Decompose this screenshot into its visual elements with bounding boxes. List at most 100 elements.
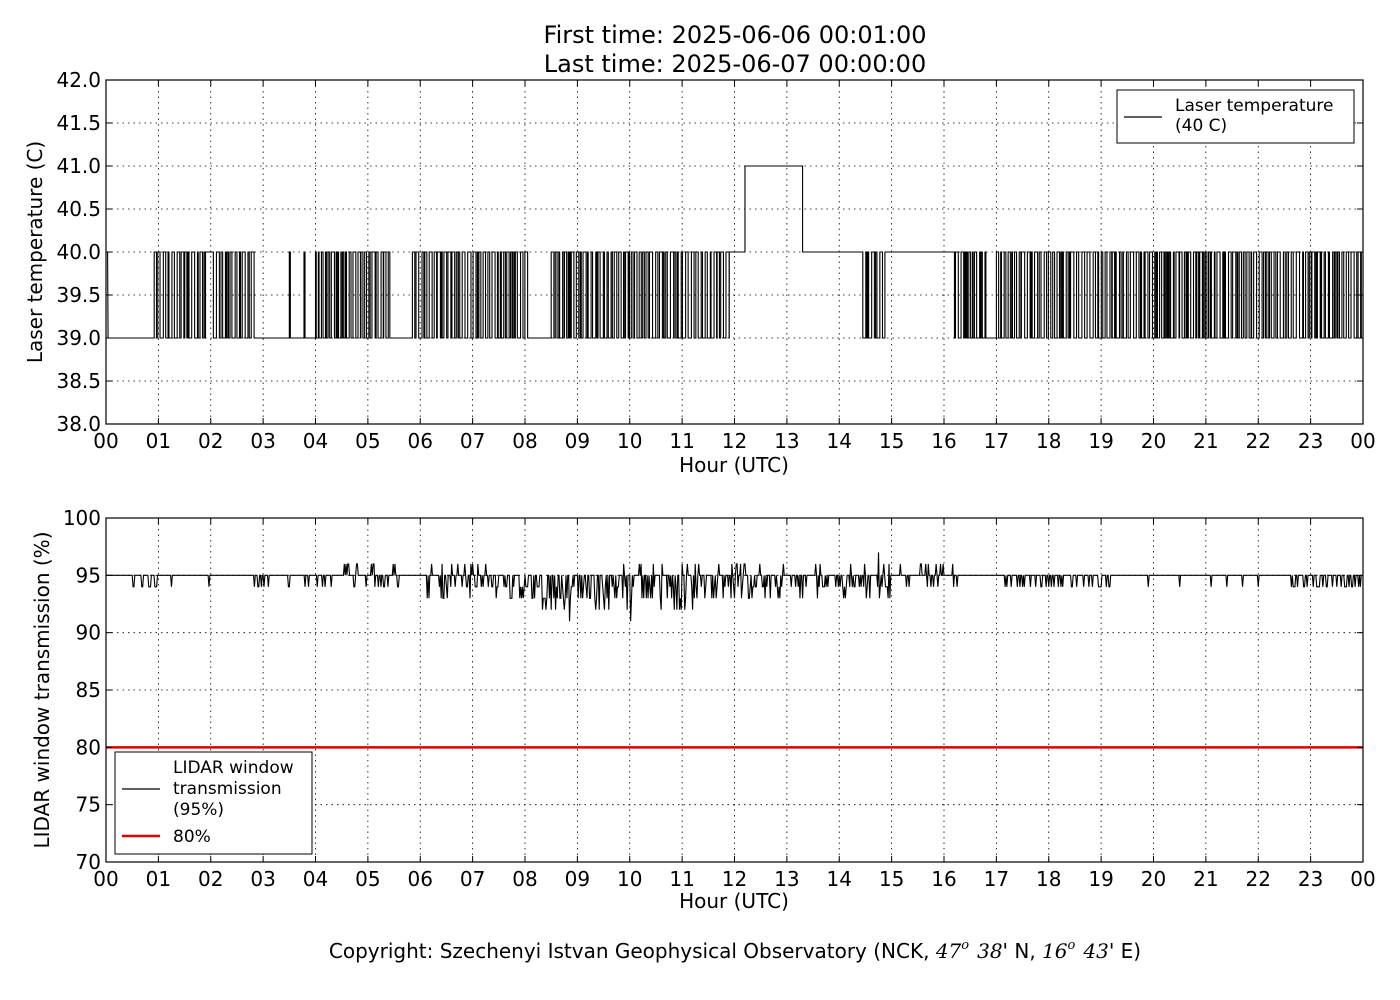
lidar-transmission-x-tick-label: 00: [93, 867, 118, 891]
laser-temperature-y-tick-label: 40.5: [56, 197, 101, 221]
lidar-transmission-y-tick-label: 85: [76, 678, 101, 702]
laser-temperature-x-tick-label: 02: [198, 429, 223, 453]
laser-temperature-x-tick-label: 14: [827, 429, 852, 453]
laser-temperature-x-tick-label: 16: [931, 429, 956, 453]
laser-temperature-x-tick-label: 17: [984, 429, 1009, 453]
title-line-1: First time: 2025-06-06 00:01:00: [544, 21, 927, 49]
lidar-transmission-x-tick-label: 02: [198, 867, 223, 891]
lidar-transmission-grid: [106, 518, 1363, 862]
laser-temperature-x-tick-label: 00: [93, 429, 118, 453]
latitude-suffix: ' N,: [1003, 939, 1043, 963]
lidar-transmission-x-tick-label: 09: [565, 867, 590, 891]
laser-temperature-x-tick-label: 05: [355, 429, 380, 453]
laser-temperature-y-tick-label: 39.5: [56, 283, 101, 307]
lidar-transmission-x-tick-label: 14: [827, 867, 852, 891]
lidar-transmission-legend-label-line-2: transmission: [173, 779, 282, 799]
lidar-transmission-x-tick-label: 17: [984, 867, 1009, 891]
laser-temperature-ticks: 00 01 02 03 04 05 06 07 08 09 10 11 12 13 14 15 16 17 18 19…: [56, 68, 1375, 453]
copyright-footer: Copyright: Szechenyi Istvan Geophysical …: [329, 938, 1141, 963]
copyright-prefix: Copyright: Szechenyi Istvan Geophysical …: [329, 939, 936, 963]
longitude-suffix: ' E): [1109, 939, 1141, 963]
laser-temperature-series: [107, 165, 1363, 339]
laser-temperature-y-tick-label: 40.0: [56, 240, 101, 264]
longitude-degree-mark: o: [1068, 938, 1076, 953]
laser-temperature-x-tick-label: 15: [879, 429, 904, 453]
lidar-transmission-x-tick-label: 20: [1141, 867, 1166, 891]
lidar-transmission-x-tick-label: 19: [1088, 867, 1113, 891]
lidar-transmission-y-tick-label: 90: [76, 621, 101, 645]
lidar-transmission-x-tick-label: 11: [669, 867, 694, 891]
laser-temperature-panel: 00 01 02 03 04 05 06 07 08 09 10 11 12 13 14 15 16 17 18 19…: [23, 68, 1376, 477]
laser-temperature-x-tick-label: 09: [565, 429, 590, 453]
lidar-transmission-x-axis-label: Hour (UTC): [679, 889, 789, 913]
lidar-transmission-x-tick-label: 05: [355, 867, 380, 891]
laser-temperature-x-axis-label: Hour (UTC): [679, 453, 789, 477]
lidar-transmission-legend: LIDAR window transmission (95%) 80%: [114, 751, 313, 855]
lidar-transmission-line: [106, 552, 1363, 622]
threshold-80-legend-label: 80%: [173, 827, 211, 847]
laser-temperature-y-tick-label: 38.0: [56, 412, 101, 436]
lidar-transmission-ticks: 00 01 02 03 04 05 06 07 08 09 10 11 12 13 14 15 16 17 18 19…: [63, 506, 1376, 891]
laser-temperature-y-tick-label: 38.5: [56, 369, 101, 393]
longitude-minutes: 43: [1082, 939, 1108, 963]
lidar-transmission-x-tick-label: 08: [512, 867, 537, 891]
longitude-degrees: 16: [1042, 939, 1068, 963]
laser-temperature-x-tick-label: 11: [669, 429, 694, 453]
laser-temperature-x-tick-label: 13: [774, 429, 799, 453]
lidar-transmission-x-tick-label: 21: [1193, 867, 1218, 891]
laser-temperature-y-tick-label: 41.0: [56, 154, 101, 178]
lidar-transmission-x-tick-label: 06: [408, 867, 433, 891]
laser-temperature-legend: Laser temperature (40 C): [1116, 89, 1355, 144]
laser-temperature-y-axis-label: Laser temperature (C): [23, 141, 47, 363]
lidar-transmission-x-tick-label: 23: [1298, 867, 1323, 891]
laser-temperature-x-tick-label: 03: [250, 429, 275, 453]
lidar-transmission-y-tick-label: 70: [76, 850, 101, 874]
laser-temperature-x-tick-label: 10: [617, 429, 642, 453]
lidar-transmission-legend-label-line-3: (95%): [173, 800, 224, 820]
lidar-transmission-x-tick-label: 12: [722, 867, 747, 891]
lidar-transmission-y-tick-label: 100: [63, 506, 101, 530]
laser-temperature-x-tick-label: 06: [408, 429, 433, 453]
laser-temperature-x-tick-label: 00: [1350, 429, 1375, 453]
laser-temperature-x-tick-label: 07: [460, 429, 485, 453]
lidar-transmission-x-tick-label: 04: [303, 867, 328, 891]
laser-temperature-x-tick-label: 04: [303, 429, 328, 453]
lidar-transmission-x-tick-label: 13: [774, 867, 799, 891]
lidar-transmission-x-tick-label: 18: [1036, 867, 1061, 891]
laser-temperature-line: [107, 165, 1363, 339]
laser-temperature-y-tick-label: 42.0: [56, 68, 101, 92]
lidar-transmission-y-tick-label: 75: [76, 793, 101, 817]
lidar-transmission-x-tick-label: 16: [931, 867, 956, 891]
laser-temperature-x-tick-label: 12: [722, 429, 747, 453]
lidar-transmission-x-tick-label: 22: [1246, 867, 1271, 891]
lidar-transmission-x-tick-label: 10: [617, 867, 642, 891]
latitude-degrees: 47: [935, 939, 962, 963]
lidar-transmission-x-tick-label: 03: [250, 867, 275, 891]
laser-temperature-x-tick-label: 22: [1246, 429, 1271, 453]
latitude-degree-mark: o: [961, 938, 969, 953]
latitude-minutes: 38: [977, 939, 1002, 963]
laser-temperature-x-tick-label: 08: [512, 429, 537, 453]
lidar-transmission-y-tick-label: 95: [76, 563, 101, 587]
lidar-transmission-x-tick-label: 00: [1350, 867, 1375, 891]
laser-temperature-y-tick-label: 39.0: [56, 326, 101, 350]
title-line-2: Last time: 2025-06-07 00:00:00: [544, 50, 926, 78]
laser-temperature-x-tick-label: 23: [1298, 429, 1323, 453]
lidar-transmission-x-tick-label: 01: [146, 867, 171, 891]
lidar-transmission-series: [106, 552, 1363, 749]
laser-temperature-x-tick-label: 20: [1141, 429, 1166, 453]
lidar-transmission-y-tick-label: 80: [76, 735, 101, 759]
lidar-transmission-legend-label-line-1: LIDAR window: [173, 758, 294, 778]
laser-temperature-legend-label-line-2: (40 C): [1175, 116, 1227, 136]
laser-temperature-x-tick-label: 01: [146, 429, 171, 453]
laser-temperature-legend-label-line-1: Laser temperature: [1175, 96, 1333, 116]
lidar-transmission-y-axis-label: LIDAR window transmission (%): [30, 532, 54, 849]
laser-temperature-x-tick-label: 18: [1036, 429, 1061, 453]
lidar-transmission-x-tick-label: 15: [879, 867, 904, 891]
lidar-transmission-x-tick-label: 07: [460, 867, 485, 891]
laser-temperature-x-tick-label: 21: [1193, 429, 1218, 453]
lidar-transmission-panel: 00 01 02 03 04 05 06 07 08 09 10 11 12 13 14 15 16 17 18 19…: [30, 506, 1376, 913]
laser-temperature-x-tick-label: 19: [1088, 429, 1113, 453]
laser-temperature-y-tick-label: 41.5: [56, 111, 101, 135]
